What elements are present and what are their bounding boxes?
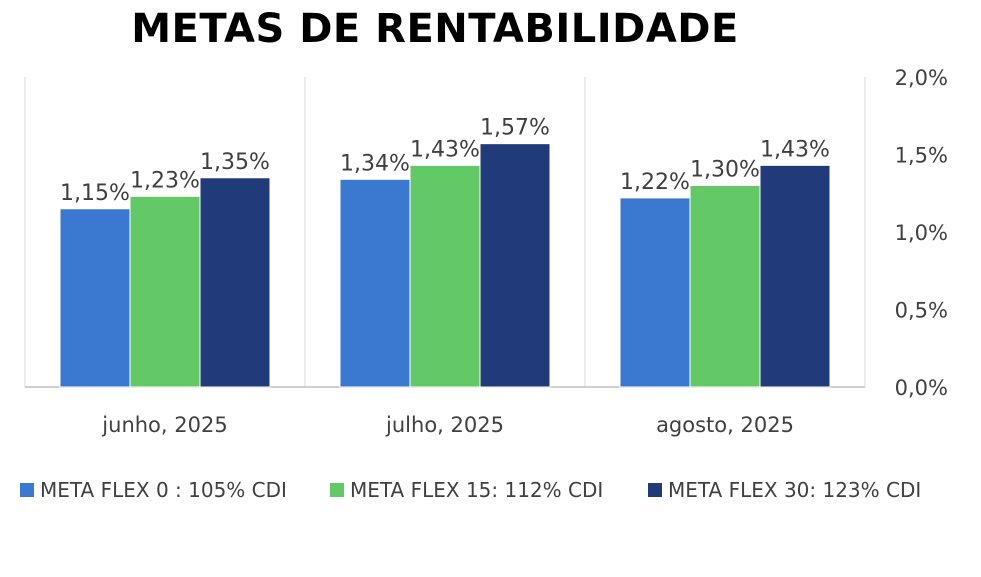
legend-swatch: [330, 483, 344, 497]
y-tick-label: 1,5%: [895, 144, 948, 168]
x-tick-label: julho, 2025: [385, 413, 504, 437]
data-label: 1,35%: [200, 150, 270, 175]
bar: [759, 164, 831, 388]
y-tick-label: 0,5%: [895, 299, 948, 323]
chart-title: METAS DE RENTABILIDADE: [131, 6, 739, 52]
data-label: 1,22%: [620, 170, 690, 195]
data-label: 1,30%: [690, 158, 760, 183]
bar: [59, 208, 131, 388]
bar: [479, 143, 551, 388]
x-axis: junho, 2025 julho, 2025 agosto, 2025: [101, 413, 794, 437]
x-tick-label: agosto, 2025: [656, 413, 794, 437]
bar: [689, 185, 761, 388]
y-axis: 0,0% 0,5% 1,0% 1,5% 2,0%: [895, 66, 948, 400]
bars: [59, 143, 831, 388]
data-labels: 1,15% 1,23%1,35% 1,34%1,43%1,57%1,22% 1,30%…: [60, 116, 830, 206]
y-tick-label: 1,0%: [895, 221, 948, 245]
legend-swatch: [20, 483, 34, 497]
legend-label: META FLEX 30: 123% CDI: [668, 478, 921, 502]
legend: META FLEX 0 : 105% CDI META FLEX 15: 112%…: [20, 478, 921, 502]
data-label: 1,43%: [410, 137, 480, 162]
bar: [619, 197, 691, 388]
bar: [409, 164, 481, 388]
data-label: 1,57%: [480, 116, 550, 141]
data-label: 1,15%: [60, 181, 130, 206]
legend-label: META FLEX 15: 112% CDI: [350, 478, 603, 502]
bar: [199, 177, 271, 388]
legend-label: META FLEX 0 : 105% CDI: [40, 478, 287, 502]
y-tick-label: 0,0%: [895, 376, 948, 400]
x-tick-label: junho, 2025: [101, 413, 227, 437]
data-label: 1,34%: [340, 151, 410, 176]
bar: [339, 178, 411, 388]
data-label: 1,23%: [130, 168, 200, 193]
y-tick-label: 2,0%: [895, 66, 948, 90]
legend-swatch: [648, 483, 662, 497]
bar: [129, 195, 201, 388]
data-label: 1,43%: [760, 137, 830, 162]
